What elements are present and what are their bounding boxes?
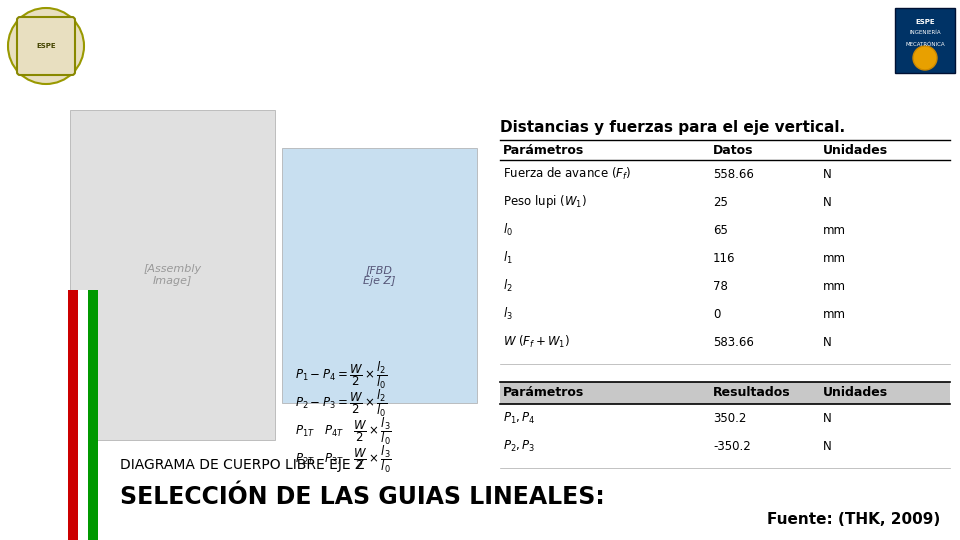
Bar xyxy=(895,8,955,73)
Bar xyxy=(68,290,78,540)
Text: Fuerza de avance ($F_f$): Fuerza de avance ($F_f$) xyxy=(503,166,632,182)
Text: N: N xyxy=(823,440,831,453)
Text: 116: 116 xyxy=(713,252,735,265)
Text: Unidades: Unidades xyxy=(823,144,888,157)
Bar xyxy=(78,290,88,540)
Text: [FBD
Eje Z]: [FBD Eje Z] xyxy=(363,265,396,286)
Text: $l_3$: $l_3$ xyxy=(503,306,513,322)
Text: 558.66: 558.66 xyxy=(713,167,754,180)
Text: 65: 65 xyxy=(713,224,728,237)
Text: [Assembly
Image]: [Assembly Image] xyxy=(143,264,202,286)
Text: $P_1, P_4$: $P_1, P_4$ xyxy=(503,410,536,426)
Text: 583.66: 583.66 xyxy=(713,335,754,348)
Text: Fuente: (THK, 2009): Fuente: (THK, 2009) xyxy=(767,512,940,528)
Text: SELECCIÓN DE LAS GUIAS LINEALES:: SELECCIÓN DE LAS GUIAS LINEALES: xyxy=(120,485,605,509)
Text: $P_{1T} \quad P_{4T} \quad \dfrac{W}{2} \times \dfrac{l_3}{l_0}$: $P_{1T} \quad P_{4T} \quad \dfrac{W}{2} … xyxy=(295,415,392,447)
FancyBboxPatch shape xyxy=(17,17,75,75)
Bar xyxy=(68,290,78,540)
Text: N: N xyxy=(823,411,831,424)
Text: $P_1 - P_4 = \dfrac{W}{2} \times \dfrac{l_2}{l_0}$: $P_1 - P_4 = \dfrac{W}{2} \times \dfrac{… xyxy=(295,359,388,391)
Text: Resultados: Resultados xyxy=(713,387,791,400)
Text: 0: 0 xyxy=(713,307,720,321)
Text: $l_2$: $l_2$ xyxy=(503,278,513,294)
Circle shape xyxy=(8,8,84,84)
Bar xyxy=(88,290,98,540)
Text: Parámetros: Parámetros xyxy=(503,144,585,157)
Circle shape xyxy=(913,46,937,70)
Text: 25: 25 xyxy=(713,195,728,208)
Text: Distancias y fuerzas para el eje vertical.: Distancias y fuerzas para el eje vertica… xyxy=(500,120,845,135)
Text: Datos: Datos xyxy=(713,144,754,157)
Text: N: N xyxy=(823,335,831,348)
Text: mm: mm xyxy=(823,280,846,293)
Text: $P_{2T} \quad P_{3T} \quad \dfrac{W}{2} \times \dfrac{l_3}{l_0}$: $P_{2T} \quad P_{3T} \quad \dfrac{W}{2} … xyxy=(295,443,392,475)
Bar xyxy=(88,290,98,540)
Text: ESPE: ESPE xyxy=(915,19,935,25)
Bar xyxy=(282,148,477,403)
Text: mm: mm xyxy=(823,307,846,321)
Text: mm: mm xyxy=(823,224,846,237)
Text: $P_2, P_3$: $P_2, P_3$ xyxy=(503,438,536,454)
Text: N: N xyxy=(823,167,831,180)
Text: mm: mm xyxy=(823,252,846,265)
Text: Peso lupi ($W_1$): Peso lupi ($W_1$) xyxy=(503,193,587,211)
Text: $P_2 - P_3 = \dfrac{W}{2} \times \dfrac{l_2}{l_0}$: $P_2 - P_3 = \dfrac{W}{2} \times \dfrac{… xyxy=(295,387,388,419)
Text: MECATRÓNICA: MECATRÓNICA xyxy=(905,42,945,46)
Text: Parámetros: Parámetros xyxy=(503,387,585,400)
Text: INGENIERÍA: INGENIERÍA xyxy=(909,30,941,36)
Text: $l_0$: $l_0$ xyxy=(503,222,513,238)
Text: $l_1$: $l_1$ xyxy=(503,250,513,266)
Text: N: N xyxy=(823,195,831,208)
Bar xyxy=(70,110,275,440)
Bar xyxy=(78,290,88,540)
Text: DIAGRAMA DE CUERPO LIBRE EJE Z: DIAGRAMA DE CUERPO LIBRE EJE Z xyxy=(120,458,365,472)
Text: Unidades: Unidades xyxy=(823,387,888,400)
Text: 350.2: 350.2 xyxy=(713,411,746,424)
Text: 78: 78 xyxy=(713,280,728,293)
Text: $W$ ($F_f + W_1$): $W$ ($F_f + W_1$) xyxy=(503,334,570,350)
Text: ESPE: ESPE xyxy=(36,43,56,49)
Text: -350.2: -350.2 xyxy=(713,440,751,453)
Bar xyxy=(500,382,950,404)
